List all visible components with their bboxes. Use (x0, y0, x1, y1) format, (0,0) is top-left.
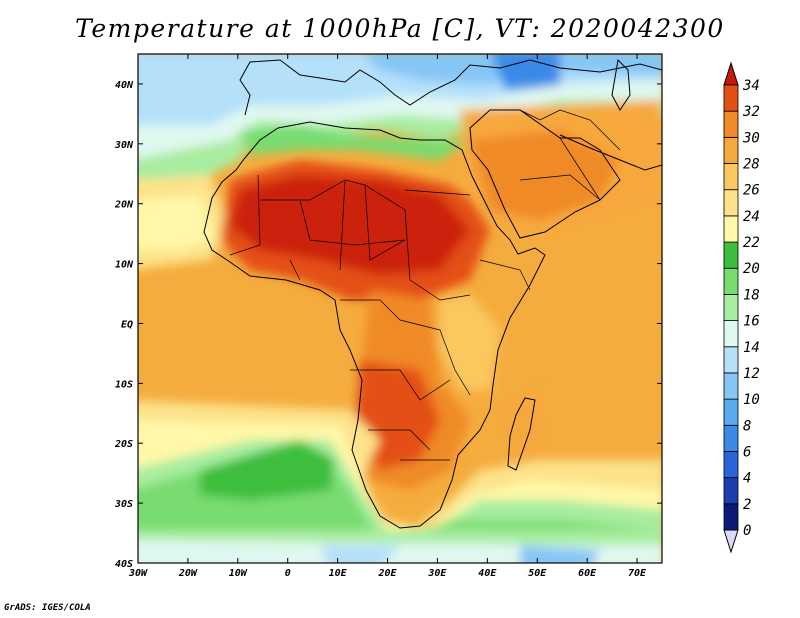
plot-frame (137, 53, 663, 564)
colorbar-bin (723, 215, 739, 243)
colorbar-bin (723, 398, 739, 426)
colorbar-bin (723, 424, 739, 452)
y-tick-label: 30N (114, 140, 134, 151)
colorbar-under-triangle (723, 529, 739, 554)
coastlines (203, 58, 662, 529)
colorbar-label: 32 (742, 104, 760, 120)
colorbar-label: 34 (742, 78, 760, 94)
y-tick-label: 10N (115, 260, 134, 271)
colorbar-bin (723, 110, 739, 138)
colorbar-label: 30 (742, 130, 760, 146)
map-axes: 30W 20W 10W 0 10E 20E 30E 40E 50E 60E 70E 40N 30N 20N… (114, 54, 662, 579)
x-tick-label: 0 (285, 568, 291, 579)
colorbar-bin (723, 136, 739, 164)
colorbar-label: 6 (743, 444, 751, 460)
colorbar-bin (723, 320, 739, 348)
europe-coastline (239, 59, 662, 116)
colorbar-over-triangle (723, 61, 739, 86)
colorbar-label: 24 (743, 209, 760, 225)
y-tick-label: 40N (115, 80, 134, 91)
colorbar-label: 0 (743, 523, 751, 539)
x-tick-label: 30E (427, 568, 447, 579)
colorbar-bin (723, 84, 739, 112)
colorbar-bin (723, 163, 739, 191)
colorbar-label: 2 (743, 497, 751, 513)
y-tick-label: EQ (121, 319, 133, 330)
colorbar-label: 22 (743, 235, 760, 251)
x-tick-label: 20E (377, 568, 397, 579)
colorbar-bin (723, 503, 739, 531)
colorbar-label: 26 (743, 183, 760, 199)
colorbar-label: 12 (743, 366, 760, 382)
colorbar-label: 4 (743, 471, 751, 487)
x-tick-label: 10E (329, 568, 348, 579)
y-tick-label: 30S (114, 499, 133, 510)
arabia-coastline (469, 109, 621, 239)
y-tick-label: 20S (114, 439, 133, 450)
colorbar-bin (723, 241, 739, 269)
credit-label: GrADS: IGES/COLA (4, 603, 91, 613)
x-tick-label: 30W (128, 568, 148, 579)
colorbar-label: 20 (743, 261, 760, 277)
y-tick-label: 20N (114, 200, 134, 211)
y-tick-label: 10S (115, 379, 133, 390)
temperature-field (138, 54, 662, 563)
y-tick-label: 40S (115, 559, 133, 570)
country-borders (229, 109, 621, 461)
colorbar-label: 28 (743, 157, 760, 173)
x-tick-label: 50E (528, 568, 547, 579)
colorbar-bin (723, 294, 739, 321)
colorbar-bin (723, 346, 739, 374)
colorbar-label: 18 (743, 287, 760, 303)
colorbar-label: 14 (743, 340, 760, 356)
colorbar-bin (723, 477, 739, 505)
colorbar-label: 10 (743, 392, 760, 408)
colorbar-bin (723, 189, 739, 217)
x-tick-label: 20W (178, 568, 198, 579)
africa-coastline (203, 121, 546, 529)
colorbar-bin (723, 451, 739, 479)
colorbar-label: 16 (743, 314, 760, 330)
x-tick-label: 70E (628, 568, 647, 579)
map-title: Temperature at 1000hPa [C], VT: 20200423… (75, 14, 725, 43)
colorbar-label: 8 (743, 418, 751, 434)
x-tick-label: 40E (478, 568, 497, 579)
x-tick-label: 60E (578, 568, 597, 579)
iran-coastline (559, 134, 662, 171)
madagascar-coastline (507, 397, 536, 471)
x-tick-label: 10W (229, 568, 248, 579)
colorbar-bin (723, 267, 739, 295)
colorbar-bin (723, 372, 739, 400)
caspian-outline (611, 58, 631, 111)
